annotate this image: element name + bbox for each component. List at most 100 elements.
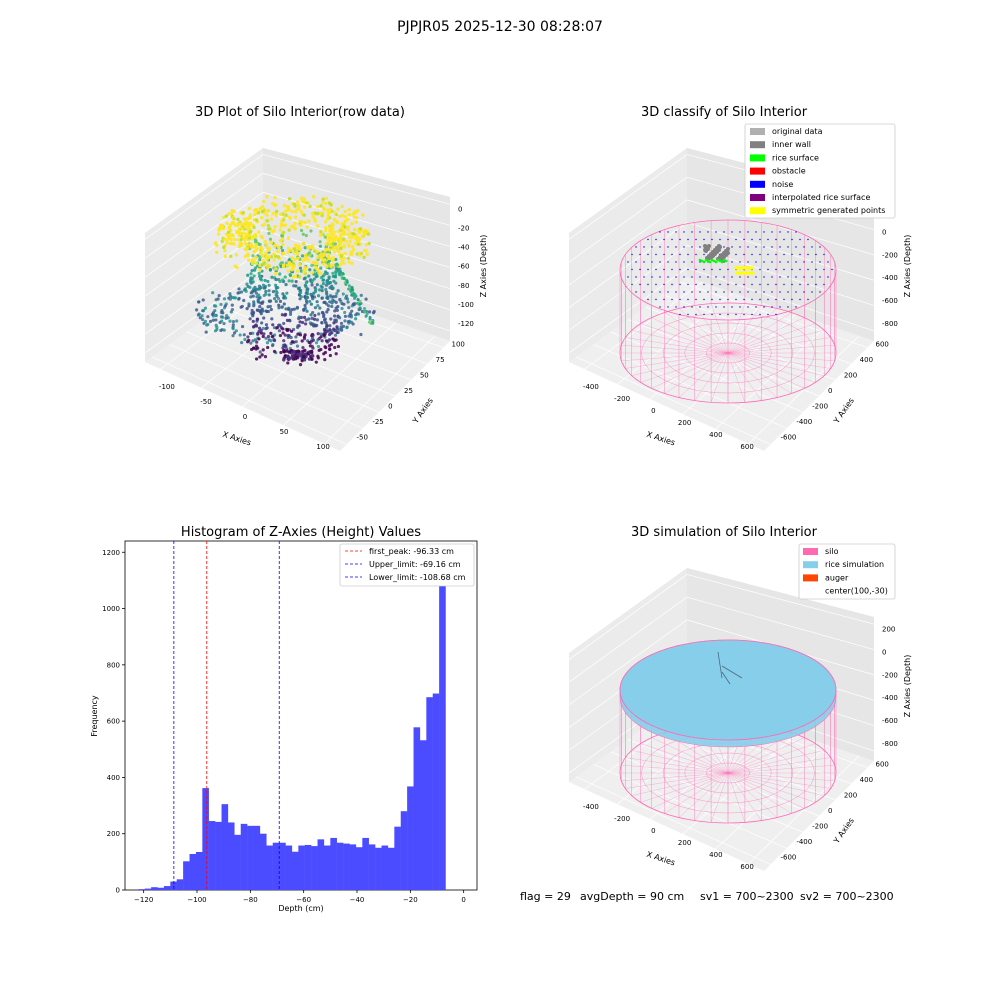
data-point bbox=[303, 200, 307, 204]
data-point bbox=[337, 242, 341, 246]
silo-floor-spoke bbox=[651, 352, 729, 389]
y-tick-label: 25 bbox=[404, 387, 413, 395]
data-point bbox=[259, 250, 263, 254]
y-tick-label: 800 bbox=[107, 661, 120, 669]
grid-line bbox=[151, 356, 347, 445]
data-point bbox=[299, 290, 303, 295]
data-point bbox=[324, 346, 328, 350]
data-point bbox=[324, 242, 329, 246]
panel3-x-ticks: −120 −100 −80 −60 −40 −20 0 bbox=[134, 890, 466, 904]
data-point bbox=[264, 292, 268, 296]
noise-point bbox=[731, 231, 733, 233]
data-point bbox=[198, 316, 202, 320]
data-point bbox=[310, 344, 314, 348]
grid-line bbox=[186, 331, 380, 413]
data-point bbox=[327, 276, 331, 280]
data-point bbox=[321, 211, 325, 215]
data-point bbox=[346, 232, 350, 237]
data-point bbox=[231, 221, 235, 225]
noise-point bbox=[747, 306, 749, 308]
data-point bbox=[333, 328, 337, 333]
data-point bbox=[268, 237, 273, 241]
x-tick-label: −40 bbox=[350, 896, 365, 904]
silo-floor-spoke bbox=[727, 772, 825, 796]
noise-point bbox=[827, 276, 829, 278]
data-point bbox=[271, 290, 275, 294]
histogram-bar bbox=[330, 837, 337, 890]
noise-point bbox=[695, 283, 697, 286]
data-point bbox=[293, 243, 298, 247]
data-point bbox=[298, 333, 303, 337]
histogram-bar bbox=[323, 845, 331, 890]
data-point bbox=[308, 245, 312, 250]
data-point bbox=[279, 224, 283, 228]
noise-point bbox=[675, 276, 677, 278]
silo-floor-spoke bbox=[664, 772, 729, 814]
noise-point bbox=[783, 298, 785, 301]
noise-point bbox=[723, 276, 725, 278]
panel2-legend: original data inner wall rice surface obsta… bbox=[744, 123, 896, 219]
noise-point bbox=[691, 306, 693, 308]
data-point bbox=[359, 332, 363, 337]
noise-point bbox=[699, 306, 701, 308]
histogram-bar bbox=[439, 550, 446, 890]
x-tick-label: 0 bbox=[651, 827, 655, 835]
data-point bbox=[222, 215, 226, 220]
data-point bbox=[251, 331, 255, 335]
data-point bbox=[261, 334, 265, 339]
noise-point bbox=[735, 298, 737, 301]
noise-point bbox=[675, 261, 677, 263]
legend-label: rice surface bbox=[772, 153, 819, 162]
data-point bbox=[249, 281, 253, 285]
y-tick-label: -600 bbox=[780, 854, 796, 862]
noise-point bbox=[779, 276, 781, 278]
data-point bbox=[257, 337, 261, 341]
noise-point bbox=[719, 283, 721, 286]
noise-point bbox=[663, 298, 665, 301]
data-point bbox=[246, 335, 250, 339]
y-tick-label: 400 bbox=[860, 776, 873, 784]
noise-point bbox=[667, 291, 669, 293]
data-point bbox=[253, 289, 257, 293]
data-point bbox=[254, 207, 259, 212]
data-point bbox=[282, 302, 286, 306]
silo-floor-spoke bbox=[625, 772, 729, 789]
data-point bbox=[248, 331, 253, 336]
noise-point bbox=[715, 306, 717, 308]
data-point bbox=[354, 241, 358, 246]
noise-point bbox=[667, 231, 669, 233]
data-point bbox=[197, 300, 201, 304]
data-point bbox=[240, 324, 245, 329]
data-point bbox=[307, 357, 312, 361]
data-point bbox=[277, 306, 281, 310]
data-point bbox=[346, 227, 350, 232]
data-point bbox=[319, 284, 323, 288]
data-point bbox=[308, 268, 312, 272]
noise-point bbox=[747, 276, 749, 278]
data-point bbox=[237, 287, 241, 291]
silo-floor-spoke bbox=[727, 352, 816, 383]
data-point bbox=[364, 297, 368, 301]
noise-point bbox=[783, 283, 785, 286]
data-point bbox=[297, 246, 301, 251]
noise-point bbox=[771, 291, 773, 293]
noise-point bbox=[671, 298, 673, 301]
z-tick-label: -20 bbox=[458, 225, 469, 233]
symmetric-point bbox=[748, 266, 752, 270]
legend-label: original data bbox=[772, 127, 823, 136]
data-point bbox=[266, 223, 271, 228]
x-tick-label: −100 bbox=[187, 896, 206, 904]
data-point bbox=[253, 235, 257, 239]
data-point bbox=[223, 237, 227, 241]
data-point bbox=[298, 363, 303, 367]
silo-floor-spoke bbox=[727, 344, 835, 354]
silo-floor-spoke bbox=[727, 772, 835, 782]
data-point bbox=[333, 211, 337, 215]
noise-point bbox=[659, 231, 661, 233]
data-point bbox=[340, 259, 344, 263]
data-point bbox=[354, 220, 359, 224]
grid-line bbox=[575, 356, 771, 445]
noise-point bbox=[715, 231, 717, 233]
data-point bbox=[364, 242, 369, 247]
data-point bbox=[329, 342, 333, 347]
